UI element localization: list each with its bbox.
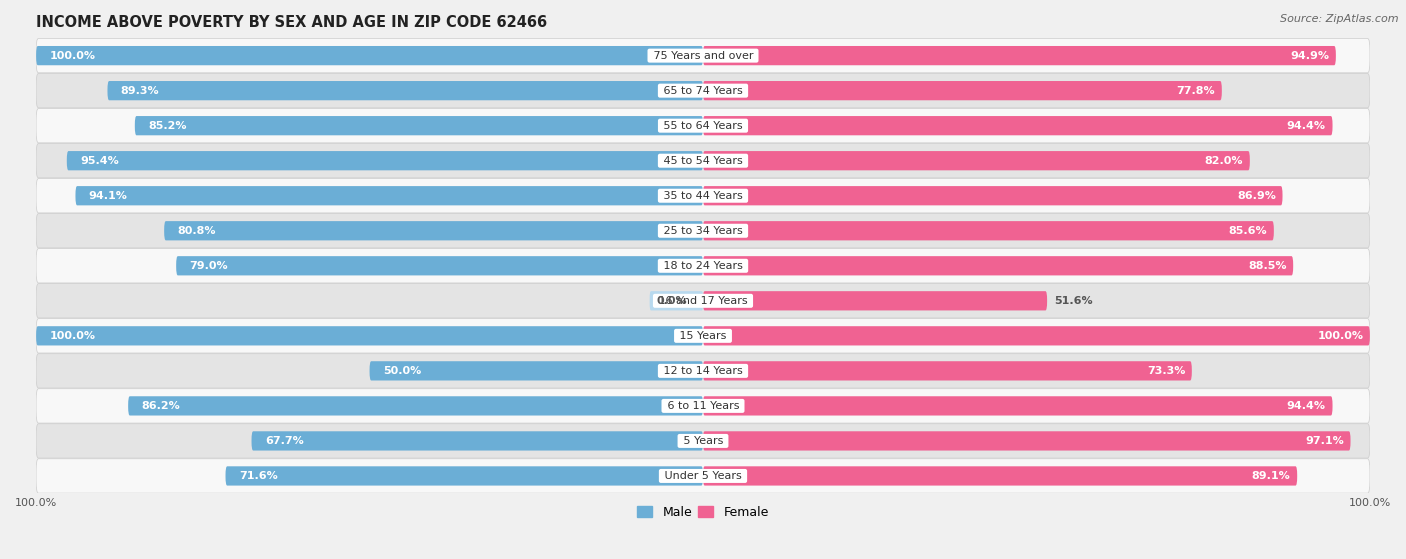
Text: 100.0%: 100.0% [1317, 331, 1364, 341]
FancyBboxPatch shape [650, 291, 703, 310]
FancyBboxPatch shape [703, 291, 1047, 310]
FancyBboxPatch shape [703, 326, 1369, 345]
Text: 88.5%: 88.5% [1249, 261, 1286, 271]
FancyBboxPatch shape [165, 221, 703, 240]
Text: 16 and 17 Years: 16 and 17 Years [655, 296, 751, 306]
Text: 86.9%: 86.9% [1237, 191, 1275, 201]
Text: 89.1%: 89.1% [1251, 471, 1291, 481]
Text: 12 to 14 Years: 12 to 14 Years [659, 366, 747, 376]
Text: Source: ZipAtlas.com: Source: ZipAtlas.com [1281, 14, 1399, 24]
Text: 50.0%: 50.0% [382, 366, 422, 376]
Text: 35 to 44 Years: 35 to 44 Years [659, 191, 747, 201]
FancyBboxPatch shape [37, 424, 1369, 458]
FancyBboxPatch shape [703, 186, 1282, 205]
FancyBboxPatch shape [703, 46, 1336, 65]
FancyBboxPatch shape [703, 466, 1298, 486]
Text: 85.6%: 85.6% [1229, 226, 1267, 236]
FancyBboxPatch shape [703, 256, 1294, 276]
FancyBboxPatch shape [107, 81, 703, 100]
Text: 79.0%: 79.0% [190, 261, 228, 271]
Text: 82.0%: 82.0% [1205, 156, 1243, 165]
FancyBboxPatch shape [37, 73, 1369, 108]
FancyBboxPatch shape [703, 221, 1274, 240]
Text: Under 5 Years: Under 5 Years [661, 471, 745, 481]
Text: 25 to 34 Years: 25 to 34 Years [659, 226, 747, 236]
FancyBboxPatch shape [67, 151, 703, 170]
Text: 95.4%: 95.4% [80, 156, 120, 165]
FancyBboxPatch shape [370, 361, 703, 381]
FancyBboxPatch shape [37, 39, 1369, 73]
FancyBboxPatch shape [703, 432, 1351, 451]
Text: 67.7%: 67.7% [264, 436, 304, 446]
Text: 55 to 64 Years: 55 to 64 Years [659, 121, 747, 131]
Text: 100.0%: 100.0% [49, 51, 96, 60]
FancyBboxPatch shape [703, 396, 1333, 415]
Text: 71.6%: 71.6% [239, 471, 277, 481]
FancyBboxPatch shape [176, 256, 703, 276]
FancyBboxPatch shape [703, 151, 1250, 170]
Text: 94.9%: 94.9% [1291, 51, 1329, 60]
FancyBboxPatch shape [703, 116, 1333, 135]
Text: 94.4%: 94.4% [1286, 121, 1326, 131]
FancyBboxPatch shape [37, 249, 1369, 283]
FancyBboxPatch shape [37, 459, 1369, 493]
Text: 89.3%: 89.3% [121, 86, 159, 96]
Text: 86.2%: 86.2% [142, 401, 180, 411]
Text: 97.1%: 97.1% [1305, 436, 1344, 446]
FancyBboxPatch shape [37, 178, 1369, 213]
Text: 100.0%: 100.0% [49, 331, 96, 341]
Text: 15 Years: 15 Years [676, 331, 730, 341]
FancyBboxPatch shape [37, 319, 1369, 353]
FancyBboxPatch shape [37, 354, 1369, 388]
Text: INCOME ABOVE POVERTY BY SEX AND AGE IN ZIP CODE 62466: INCOME ABOVE POVERTY BY SEX AND AGE IN Z… [37, 15, 547, 30]
FancyBboxPatch shape [37, 108, 1369, 143]
Legend: Male, Female: Male, Female [633, 501, 773, 524]
Text: 94.4%: 94.4% [1286, 401, 1326, 411]
Text: 6 to 11 Years: 6 to 11 Years [664, 401, 742, 411]
FancyBboxPatch shape [252, 432, 703, 451]
FancyBboxPatch shape [37, 389, 1369, 423]
Text: 45 to 54 Years: 45 to 54 Years [659, 156, 747, 165]
FancyBboxPatch shape [135, 116, 703, 135]
FancyBboxPatch shape [37, 46, 703, 65]
FancyBboxPatch shape [225, 466, 703, 486]
Text: 0.0%: 0.0% [657, 296, 688, 306]
Text: 18 to 24 Years: 18 to 24 Years [659, 261, 747, 271]
Text: 5 Years: 5 Years [679, 436, 727, 446]
FancyBboxPatch shape [37, 326, 703, 345]
FancyBboxPatch shape [76, 186, 703, 205]
FancyBboxPatch shape [37, 214, 1369, 248]
FancyBboxPatch shape [703, 361, 1192, 381]
Text: 77.8%: 77.8% [1177, 86, 1215, 96]
Text: 85.2%: 85.2% [148, 121, 187, 131]
FancyBboxPatch shape [37, 144, 1369, 178]
Text: 65 to 74 Years: 65 to 74 Years [659, 86, 747, 96]
Text: 75 Years and over: 75 Years and over [650, 51, 756, 60]
FancyBboxPatch shape [128, 396, 703, 415]
FancyBboxPatch shape [37, 283, 1369, 318]
FancyBboxPatch shape [703, 81, 1222, 100]
Text: 94.1%: 94.1% [89, 191, 128, 201]
Text: 73.3%: 73.3% [1147, 366, 1185, 376]
Text: 80.8%: 80.8% [177, 226, 217, 236]
Text: 51.6%: 51.6% [1053, 296, 1092, 306]
